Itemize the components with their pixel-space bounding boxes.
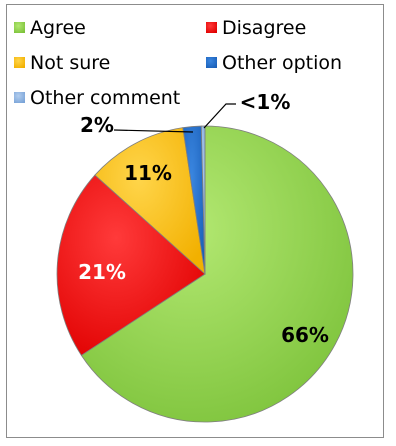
legend-label-other-comment: Other comment: [30, 87, 180, 109]
legend-label-agree: Agree: [30, 17, 86, 39]
slice-label-disagree: 21%: [78, 260, 126, 284]
legend-entry-not-sure: Not sure: [14, 52, 110, 74]
legend-entry-agree: Agree: [14, 17, 86, 39]
slice-label-not-sure: 11%: [124, 161, 172, 185]
pie-slices: [56, 125, 354, 423]
slice-label-other-comment: <1%: [240, 90, 291, 114]
legend-swatch-other-option: [206, 57, 217, 68]
legend: Agree Disagree Not sure Other option Oth…: [14, 17, 342, 109]
pie-labels: 66% 21% 11% 2% <1%: [78, 90, 329, 347]
leader-line-other-option: [113, 129, 194, 133]
slice-label-other-option: 2%: [80, 113, 114, 137]
legend-swatch-disagree: [206, 22, 217, 33]
legend-entry-disagree: Disagree: [206, 17, 306, 39]
legend-entry-other-comment: Other comment: [14, 87, 180, 109]
legend-label-other-option: Other option: [222, 52, 342, 74]
pie-slice-other-comment: [200, 125, 206, 275]
slice-label-agree: 66%: [281, 323, 329, 347]
legend-swatch-agree: [14, 22, 25, 33]
legend-label-disagree: Disagree: [222, 17, 306, 39]
leader-line-other-comment: [203, 103, 236, 129]
legend-entry-other-option: Other option: [206, 52, 342, 74]
legend-label-not-sure: Not sure: [30, 52, 110, 74]
pie-slice-agree: [80, 125, 354, 423]
legend-swatch-other-comment: [14, 92, 25, 103]
pie-slice-not-sure: [94, 127, 206, 276]
pie-slice-disagree: [56, 174, 206, 356]
legend-swatch-not-sure: [14, 57, 25, 68]
